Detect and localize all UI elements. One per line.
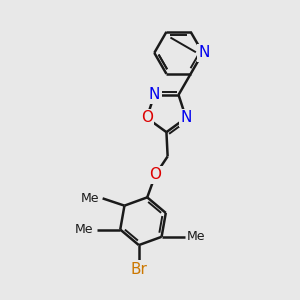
Text: Me: Me [80, 192, 99, 205]
Text: N: N [198, 45, 210, 60]
Text: Me: Me [75, 223, 94, 236]
Text: N: N [180, 110, 192, 125]
Text: Br: Br [130, 262, 147, 277]
Text: O: O [141, 110, 153, 125]
Text: Me: Me [187, 230, 206, 243]
Text: O: O [149, 167, 161, 182]
Text: N: N [148, 87, 160, 102]
